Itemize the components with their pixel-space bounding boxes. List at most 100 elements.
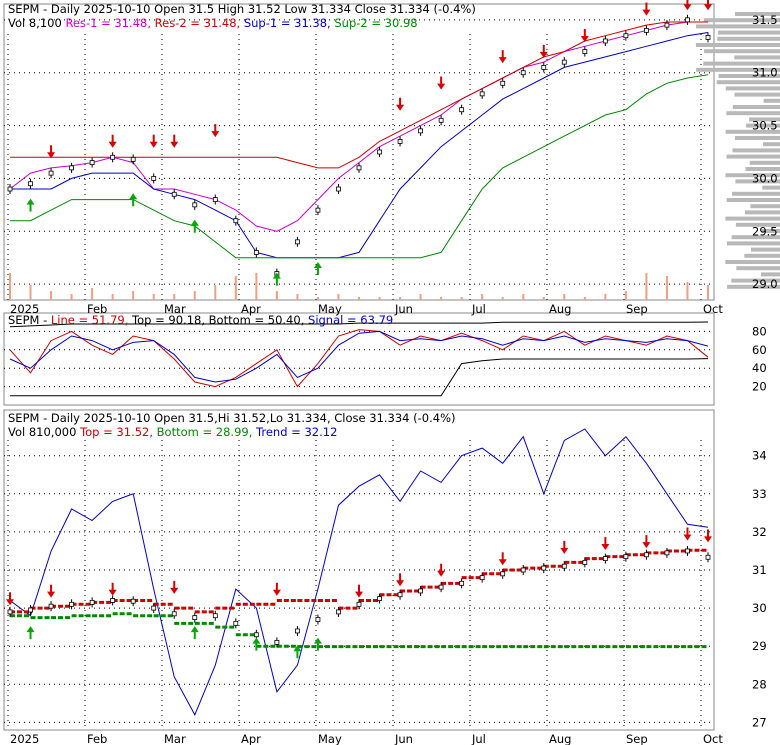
y-tick-label: 30.5	[752, 119, 778, 133]
candle-body	[623, 554, 629, 560]
sell-arrow-head	[683, 4, 692, 11]
header-part: Bottom = 28.99,	[157, 425, 256, 439]
volume-bar	[234, 276, 237, 300]
volume-bar	[378, 297, 381, 300]
x-tick-label: Oct	[703, 732, 723, 745]
y-tick-label: 33	[752, 487, 767, 501]
sell-arrow-head	[108, 589, 117, 596]
candle-body	[89, 160, 95, 165]
x-tick-label: Jun	[394, 732, 413, 745]
sell-arrow-head	[642, 542, 651, 549]
candle-body	[397, 592, 403, 598]
volume-profile-bar	[716, 80, 780, 85]
volume-bar	[665, 276, 668, 300]
candle-body	[315, 207, 321, 213]
sell-arrow-head	[539, 51, 548, 58]
buy-arrow-head	[293, 645, 302, 652]
candle-body	[233, 620, 239, 626]
volume-profile-bar	[696, 24, 780, 29]
candle-body	[664, 22, 670, 28]
volume-profile-bar	[731, 278, 780, 283]
series-line-trend	[9, 428, 709, 716]
candle-body	[274, 639, 280, 645]
volume-profile-bar	[732, 191, 780, 196]
volume-profile-bar	[703, 61, 780, 66]
header-part: Res-2 = 31.48,	[155, 16, 244, 30]
candle-body	[171, 611, 177, 617]
volume-profile-bar	[750, 204, 780, 209]
candle-body	[48, 170, 54, 176]
candle-body	[418, 588, 423, 594]
price-panel-frame	[3, 3, 715, 301]
volume-bar	[604, 294, 607, 300]
volume-bar	[193, 291, 196, 300]
candle-body	[192, 615, 198, 621]
volume-profile-bar	[732, 105, 780, 109]
volume-profile	[695, 12, 780, 289]
buy-arrow-head	[313, 262, 322, 268]
header-part: SEPM - Daily 2025-10-10 Open 31.5 High 3…	[8, 2, 476, 16]
candle-body	[28, 607, 33, 613]
volume-profile-bar	[745, 167, 780, 171]
volume-bar	[645, 273, 648, 300]
header-part: Top = 90.18,	[131, 313, 209, 327]
x-tick-label: Apr	[241, 302, 261, 316]
candle-body	[500, 571, 506, 577]
candle-body	[685, 548, 690, 554]
sell-arrow-head	[601, 544, 610, 551]
volume-bar	[440, 297, 443, 300]
candle-body	[110, 154, 116, 160]
volume-bar	[707, 285, 709, 300]
series-line-res-2	[10, 21, 708, 169]
candle-body	[171, 191, 177, 197]
x-tick-label: Jul	[471, 302, 486, 316]
x-tick-label: Mar	[164, 732, 186, 745]
x-tick-label: May	[318, 302, 342, 316]
series-line-sup-1	[10, 32, 709, 259]
volume-bar	[583, 297, 586, 300]
volume-bar	[686, 282, 689, 300]
sell-arrow-head	[170, 141, 179, 148]
grid-lines	[4, 19, 714, 730]
header-part: Top = 31.52,	[79, 425, 157, 439]
candle-body	[520, 567, 526, 573]
y-tick-label: 32	[752, 525, 767, 539]
candle-body	[438, 584, 444, 590]
candle-body	[705, 554, 711, 560]
x-tick-label: Aug	[549, 302, 571, 316]
volume-profile-bar	[736, 266, 780, 271]
header-part: SEPM - Daily 2025-10-10 Open 31.5,Hi 31.…	[8, 411, 456, 425]
volume-bar	[624, 291, 627, 300]
x-tick-label: Apr	[241, 732, 261, 745]
volume-bar	[316, 297, 319, 300]
header-part: Trend = 32.12	[255, 425, 337, 439]
volume-profile-bar	[727, 284, 780, 289]
candle-body	[69, 601, 74, 607]
volume-bar	[419, 294, 422, 300]
buy-arrow-head	[272, 272, 281, 279]
header-part: Vol 810,000	[8, 425, 80, 439]
candle-body	[479, 575, 485, 581]
volume-profile-bar	[717, 36, 780, 41]
volume-profile-bar	[751, 247, 780, 252]
candle-body	[336, 609, 341, 615]
volume-bar	[522, 294, 525, 300]
signal-arrows	[6, 0, 712, 659]
y-tick-label: 31	[752, 563, 767, 577]
volume-bar	[132, 291, 135, 300]
sell-arrow-head	[560, 547, 569, 554]
volume-profile-bar	[725, 129, 780, 134]
buy-arrow-head	[190, 626, 199, 633]
sell-arrow-head	[108, 141, 117, 148]
series-line-signal	[9, 330, 709, 383]
candle-body	[336, 186, 341, 192]
volume-bar	[91, 288, 94, 300]
volume-profile-bar	[703, 18, 780, 23]
candle-body	[253, 250, 259, 255]
volume-profile-bar	[749, 117, 780, 122]
candle-body	[253, 632, 259, 638]
series-line-bottom	[10, 358, 709, 397]
sell-arrow-head	[437, 83, 446, 90]
candle-body	[48, 603, 54, 609]
candle-body	[459, 107, 465, 113]
